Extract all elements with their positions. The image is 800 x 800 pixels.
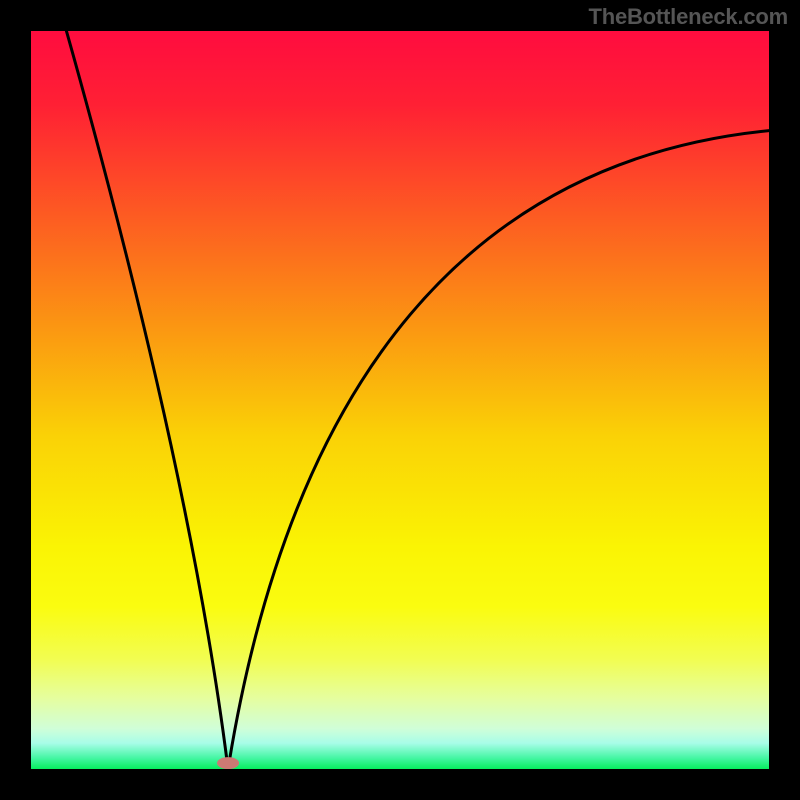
watermark-text: TheBottleneck.com (588, 4, 788, 30)
chart-container: TheBottleneck.com (0, 0, 800, 800)
gradient-background (31, 31, 769, 769)
bottleneck-chart (31, 31, 769, 769)
optimal-marker (217, 757, 239, 769)
